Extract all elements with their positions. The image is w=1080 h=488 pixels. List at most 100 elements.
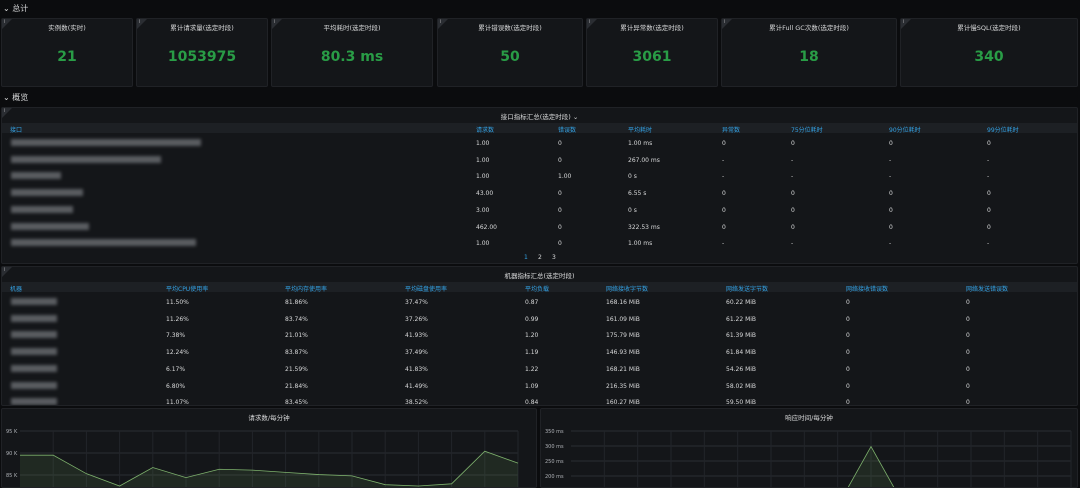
table-cell: 0 bbox=[558, 190, 562, 197]
redacted-endpoint-name[interactable] bbox=[11, 189, 83, 196]
redacted-machine-name[interactable] bbox=[11, 398, 57, 405]
column-header[interactable]: 请求数 bbox=[476, 125, 494, 134]
stat-title[interactable]: 平均耗时(选定时段) bbox=[272, 22, 432, 32]
column-header[interactable]: 75分位耗时 bbox=[791, 125, 823, 134]
stat-title[interactable]: 累计慢SQL(选定时段) bbox=[901, 22, 1077, 32]
y-tick-label: 95 K bbox=[6, 429, 18, 435]
stat-value: 3061 bbox=[587, 49, 717, 65]
table-cell: 462.00 bbox=[476, 224, 497, 231]
column-header[interactable]: 接口 bbox=[10, 125, 22, 134]
table-cell: 1.09 bbox=[525, 383, 538, 390]
table-cell: 0 bbox=[987, 190, 991, 197]
table-cell: 0 bbox=[558, 240, 562, 247]
table-cell: - bbox=[791, 240, 793, 247]
table-cell: 11.50% bbox=[166, 299, 189, 306]
section-overview-toggle[interactable]: ⌄ 概览 bbox=[3, 92, 28, 103]
stat-value: 340 bbox=[901, 49, 1077, 65]
table-cell: 0 bbox=[846, 299, 850, 306]
table-cell: - bbox=[791, 173, 793, 180]
table-cell: 59.50 MiB bbox=[726, 399, 756, 406]
table-cell: 322.53 ms bbox=[628, 224, 660, 231]
stat-value: 1053975 bbox=[137, 49, 267, 65]
column-header[interactable]: 平均CPU使用率 bbox=[166, 284, 208, 293]
table-header: 机器 平均CPU使用率 平均内存使用率 平均磁盘使用率 平均负载 网络接收字节数 网络发送字… bbox=[2, 282, 1077, 292]
column-header[interactable]: 90分位耗时 bbox=[889, 125, 921, 134]
table-cell: 0 bbox=[558, 157, 562, 164]
table-cell: 21.01% bbox=[285, 332, 308, 339]
stat-value: 21 bbox=[2, 49, 132, 65]
table-cell: 0 bbox=[791, 140, 795, 147]
y-tick-label: 200 ms bbox=[545, 474, 564, 480]
table-cell: 61.39 MiB bbox=[726, 332, 756, 339]
stat-title[interactable]: 累计异常数(选定时段) bbox=[587, 22, 717, 32]
y-tick-label: 250 ms bbox=[545, 459, 564, 465]
table-cell: 3.00 bbox=[476, 207, 489, 214]
column-header[interactable]: 99分位耗时 bbox=[987, 125, 1019, 134]
table-cell: 38.52% bbox=[405, 399, 428, 406]
redacted-endpoint-name[interactable] bbox=[11, 206, 73, 213]
page-link[interactable]: 3 bbox=[552, 254, 556, 261]
column-header[interactable]: 平均耗时 bbox=[628, 125, 652, 134]
table-cell: 267.00 ms bbox=[628, 157, 660, 164]
table-cell: 0 bbox=[846, 383, 850, 390]
redacted-machine-name[interactable] bbox=[11, 348, 57, 355]
table-cell: 0 bbox=[966, 332, 970, 339]
stat-title[interactable]: 累计错误数(选定时段) bbox=[438, 22, 582, 32]
table-cell: 0 bbox=[966, 299, 970, 306]
redacted-endpoint-name[interactable] bbox=[11, 223, 89, 230]
table-cell: 0.84 bbox=[525, 399, 538, 406]
table-cell: 81.86% bbox=[285, 299, 308, 306]
redacted-machine-name[interactable] bbox=[11, 365, 57, 372]
page-link[interactable]: 2 bbox=[538, 254, 542, 261]
column-header[interactable]: 网络发送字节数 bbox=[726, 284, 768, 293]
redacted-machine-name[interactable] bbox=[11, 382, 57, 389]
table-cell: 0 bbox=[722, 190, 726, 197]
table-cell: 0 bbox=[722, 140, 726, 147]
table-cell: - bbox=[987, 173, 989, 180]
table-cell: 0 bbox=[791, 207, 795, 214]
column-header[interactable]: 网络发送错误数 bbox=[966, 284, 1008, 293]
panel-title[interactable]: 机器指标汇总(选定时段) bbox=[2, 270, 1077, 280]
table-cell: 1.22 bbox=[525, 366, 538, 373]
table-cell: 146.93 MiB bbox=[606, 349, 640, 356]
page-link[interactable]: 1 bbox=[524, 254, 528, 261]
table-cell: 216.35 MiB bbox=[606, 383, 640, 390]
panel-title[interactable]: 接口指标汇总(选定时段) ⌄ bbox=[2, 111, 1077, 121]
redacted-endpoint-name[interactable] bbox=[11, 172, 61, 179]
column-header[interactable]: 平均内存使用率 bbox=[285, 284, 327, 293]
table-cell: 83.87% bbox=[285, 349, 308, 356]
stat-value: 50 bbox=[438, 49, 582, 65]
column-header[interactable]: 网络接收错误数 bbox=[846, 284, 888, 293]
table-cell: 7.38% bbox=[166, 332, 185, 339]
column-header[interactable]: 错误数 bbox=[558, 125, 576, 134]
table-cell: 0 bbox=[558, 207, 562, 214]
table-cell: 37.49% bbox=[405, 349, 428, 356]
table-cell: 12.24% bbox=[166, 349, 189, 356]
redacted-endpoint-name[interactable] bbox=[11, 139, 201, 146]
table-cell: 0 bbox=[846, 366, 850, 373]
table-cell: 11.07% bbox=[166, 399, 189, 406]
series-area bbox=[571, 447, 1071, 488]
table-cell: 0 bbox=[722, 207, 726, 214]
table-cell: 6.80% bbox=[166, 383, 185, 390]
section-total-toggle[interactable]: ⌄ 总计 bbox=[3, 3, 28, 14]
table-cell: 1.00 ms bbox=[628, 140, 652, 147]
redacted-machine-name[interactable] bbox=[11, 298, 57, 305]
column-header[interactable]: 网络接收字节数 bbox=[606, 284, 648, 293]
redacted-endpoint-name[interactable] bbox=[11, 156, 161, 163]
column-header[interactable]: 平均负载 bbox=[525, 284, 549, 293]
column-header[interactable]: 异常数 bbox=[722, 125, 740, 134]
stat-title[interactable]: 累计Full GC次数(选定时段) bbox=[722, 22, 896, 32]
redacted-machine-name[interactable] bbox=[11, 331, 57, 338]
stat-title[interactable]: 实例数(实时) bbox=[2, 22, 132, 32]
table-cell: 1.00 bbox=[476, 140, 489, 147]
table-cell: 0 bbox=[987, 224, 991, 231]
column-header[interactable]: 机器 bbox=[10, 284, 22, 293]
stat-title[interactable]: 累计请求量(选定时段) bbox=[137, 22, 267, 32]
redacted-machine-name[interactable] bbox=[11, 315, 57, 322]
column-header[interactable]: 平均磁盘使用率 bbox=[405, 284, 447, 293]
redacted-endpoint-name[interactable] bbox=[11, 239, 196, 246]
chart-plot: 95 K90 K85 K bbox=[2, 409, 537, 488]
